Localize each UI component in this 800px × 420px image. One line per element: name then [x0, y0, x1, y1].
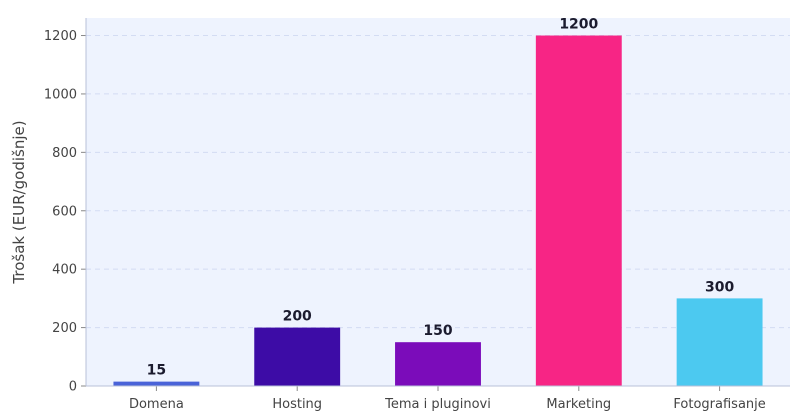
x-axis-ticks: Domena Hosting Tema i pluginovi Marketing Fo… [129, 386, 766, 412]
y-tick-label: 400 [52, 263, 77, 278]
bar-fotografisanje [676, 298, 763, 386]
bar-value-label: 200 [283, 309, 312, 325]
bar-marketing [535, 35, 622, 387]
bar-domena [113, 381, 200, 386]
x-tick-label: Marketing [546, 397, 611, 412]
bar-value-label: 150 [423, 323, 452, 339]
y-tick-label: 1000 [44, 87, 77, 102]
x-tick-label: Domena [129, 397, 184, 412]
x-tick-label: Tema i pluginovi [384, 397, 491, 412]
bar-value-label: 300 [705, 279, 734, 295]
y-tick-label: 800 [52, 146, 77, 161]
y-axis-label: Trošak (EUR/godišnje) [10, 120, 28, 284]
x-tick-label: Fotografisanje [673, 397, 765, 412]
bar-value-label: 15 [147, 363, 166, 379]
y-tick-label: 600 [52, 204, 77, 219]
y-axis-ticks: 0 200 400 600 800 1000 1200 [44, 29, 86, 395]
bar-hosting [254, 327, 341, 386]
bar-value-labels: 15 200 150 1200 300 [147, 17, 735, 379]
gridlines [86, 35, 790, 329]
x-tick-label: Hosting [272, 397, 322, 412]
y-tick-label: 200 [52, 321, 77, 336]
bar-value-label: 1200 [559, 17, 598, 33]
bars [113, 35, 763, 387]
bar-tema-i-pluginovi [395, 342, 481, 386]
y-tick-label: 1200 [44, 29, 77, 44]
plot-background [86, 18, 790, 386]
y-tick-label: 0 [69, 380, 77, 395]
